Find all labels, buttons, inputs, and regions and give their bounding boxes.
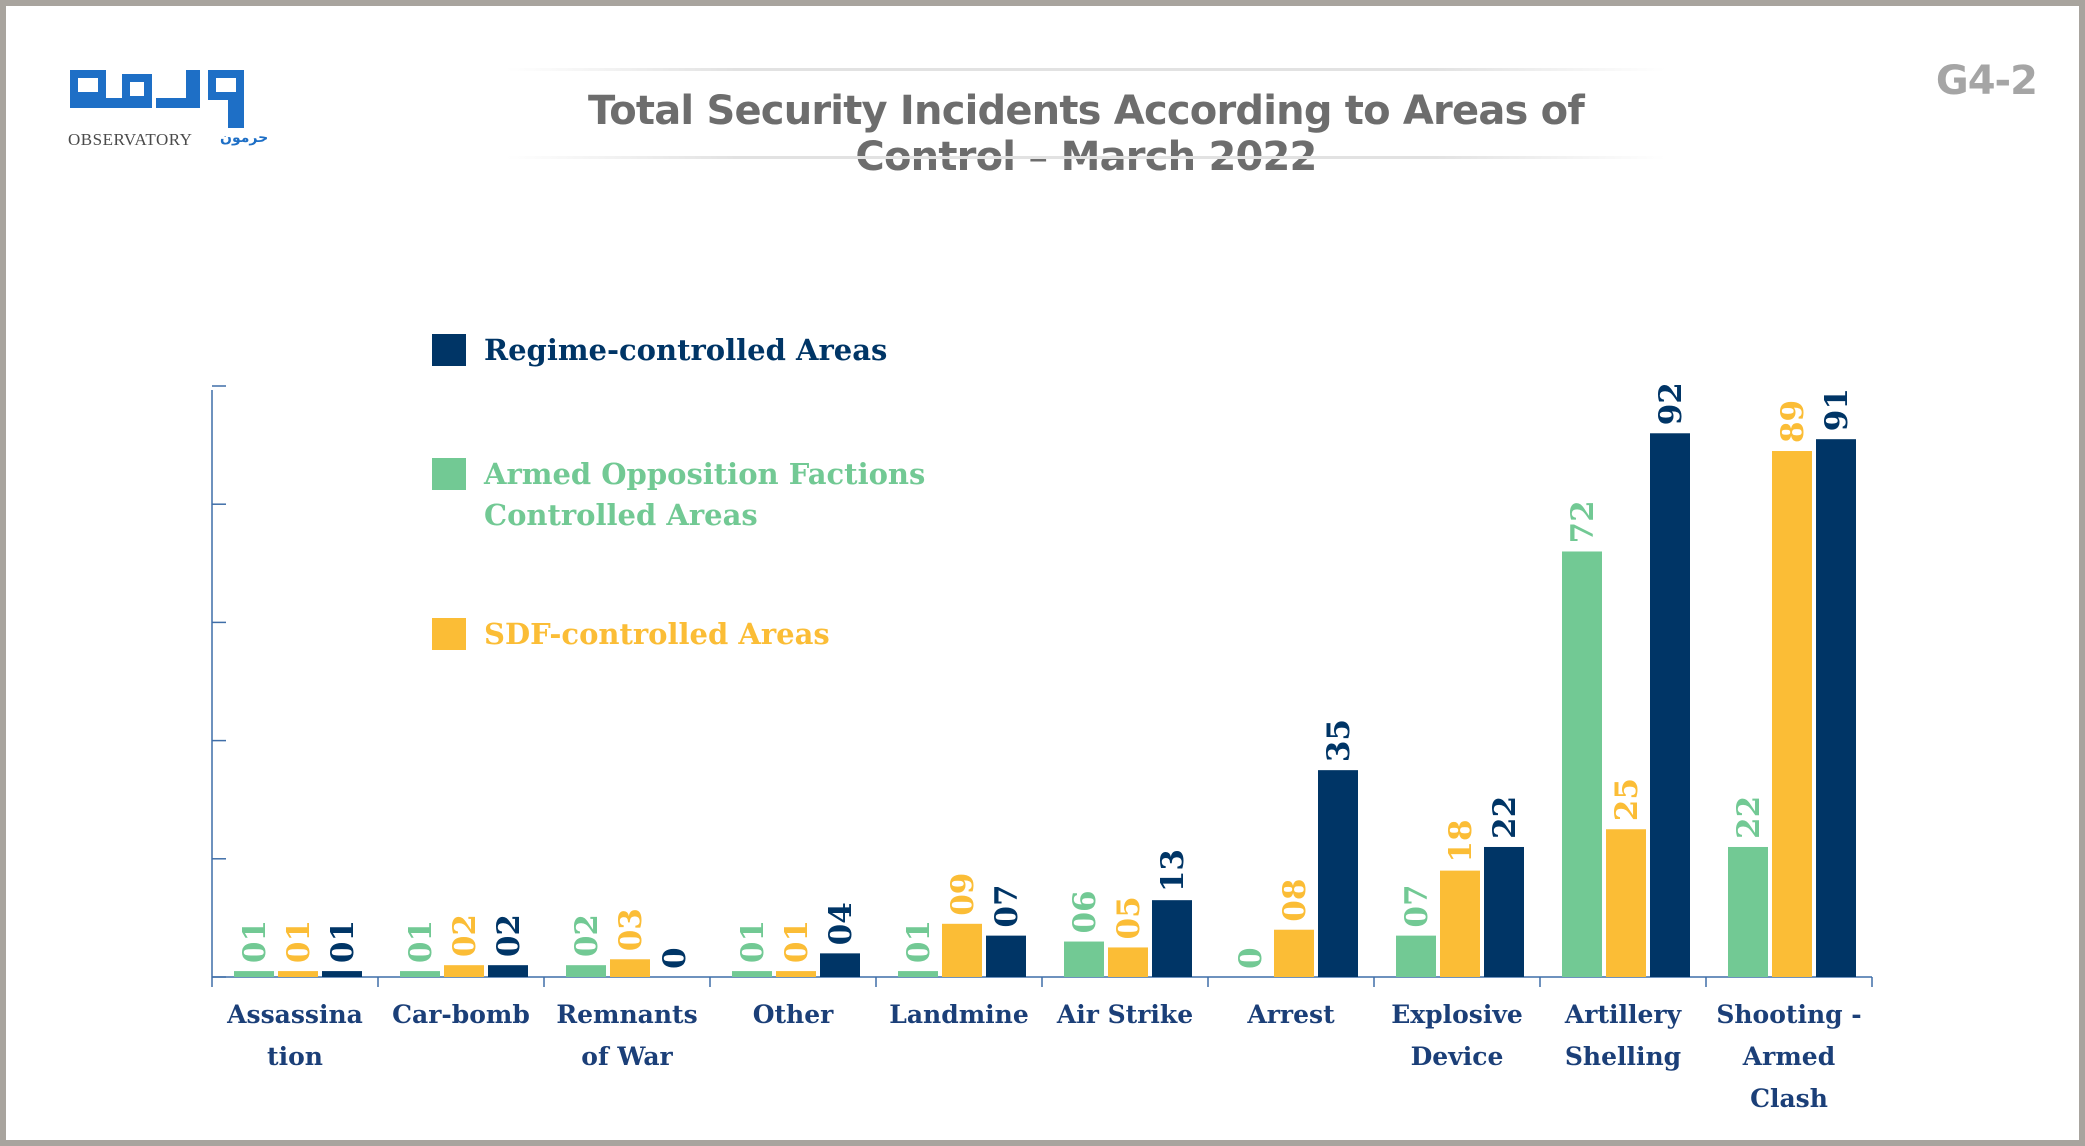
legend-label-opposition: Armed Opposition Factions Controlled Are… [484,457,926,532]
bar [898,971,938,977]
category-label: Arrest [1246,1000,1335,1029]
data-label: 13 [1155,849,1191,892]
data-label: 25 [1609,778,1645,821]
data-label: 35 [1321,719,1357,762]
logo-arabic-caption: حرمون [220,130,269,146]
data-label: 22 [1731,796,1767,839]
bar [1728,846,1768,977]
bar [1108,947,1148,977]
data-label: 02 [569,914,605,957]
bar [1562,551,1602,977]
data-label: 03 [613,908,649,951]
category-label: Remnants of War [556,1000,697,1071]
data-label: 72 [1565,500,1601,543]
title-band: Total Security Incidents According to Ar… [506,68,1666,180]
category-label: Explosive Device [1391,1000,1523,1071]
bar [322,971,362,977]
bar [1152,900,1192,977]
bar [444,965,484,977]
data-label: 08 [1277,879,1313,922]
title-top-rule [506,68,1666,71]
bar [1440,870,1480,977]
bar [1274,929,1314,977]
data-label: 07 [1399,884,1435,927]
category-label: Air Strike [1056,1000,1193,1029]
data-label: 01 [281,920,317,963]
bar [1484,846,1524,977]
bar [1064,941,1104,977]
bar [1650,433,1690,977]
category-label: Landmine [889,1000,1028,1029]
bar [1318,770,1358,977]
bar [278,971,318,977]
data-label: 02 [447,914,483,957]
data-label: 01 [735,920,771,963]
category-label: Shooting -Armed Clash [1716,1000,1861,1113]
bar [732,971,772,977]
data-label: 18 [1443,819,1479,862]
bar [942,923,982,977]
data-label: 01 [325,920,361,963]
data-label: 0 [657,947,693,969]
legend-swatch-sdf [432,618,466,650]
data-label: 07 [989,884,1025,927]
data-label: 91 [1819,388,1855,431]
legend-swatch-regime [432,334,466,366]
data-label: 89 [1775,400,1811,443]
data-label: 22 [1487,796,1523,839]
bar [610,959,650,977]
bar [234,971,274,977]
bar [1772,451,1812,977]
bar [776,971,816,977]
data-label: 09 [945,873,981,916]
legend-swatch-opposition [432,458,466,490]
chart-legend: Regime-controlled Areas Armed Opposition… [432,326,992,666]
data-label: 92 [1653,382,1689,425]
data-label: 01 [403,920,439,963]
bar [1396,935,1436,977]
logo-subtitle: OBSERVATORY [68,130,193,149]
legend-label-regime: Regime-controlled Areas [484,333,888,367]
bar [986,935,1026,977]
data-label: 06 [1067,890,1103,933]
category-label: Artillery Shelling [1564,1000,1683,1071]
bar [566,965,606,977]
bar [488,965,528,977]
logo-mark-icon [70,70,244,128]
data-label: 01 [779,920,815,963]
data-label: 01 [901,920,937,963]
category-label: Assassina tion [226,1000,363,1071]
data-label: 02 [491,914,527,957]
category-label: Car-bomb [392,1000,530,1029]
data-label: 05 [1111,896,1147,939]
bar [820,953,860,977]
data-label: 01 [237,920,273,963]
bar [1606,829,1646,977]
title-bottom-rule [506,156,1666,159]
data-label: 0 [1233,947,1269,969]
legend-label-sdf: SDF-controlled Areas [484,617,830,651]
bar [1816,439,1856,977]
bar [400,971,440,977]
data-label: 04 [823,902,859,945]
observatory-logo: OBSERVATORY حرمون [68,64,268,160]
category-label: Other [753,1000,834,1029]
figure-code: G4-2 [1935,58,2038,104]
